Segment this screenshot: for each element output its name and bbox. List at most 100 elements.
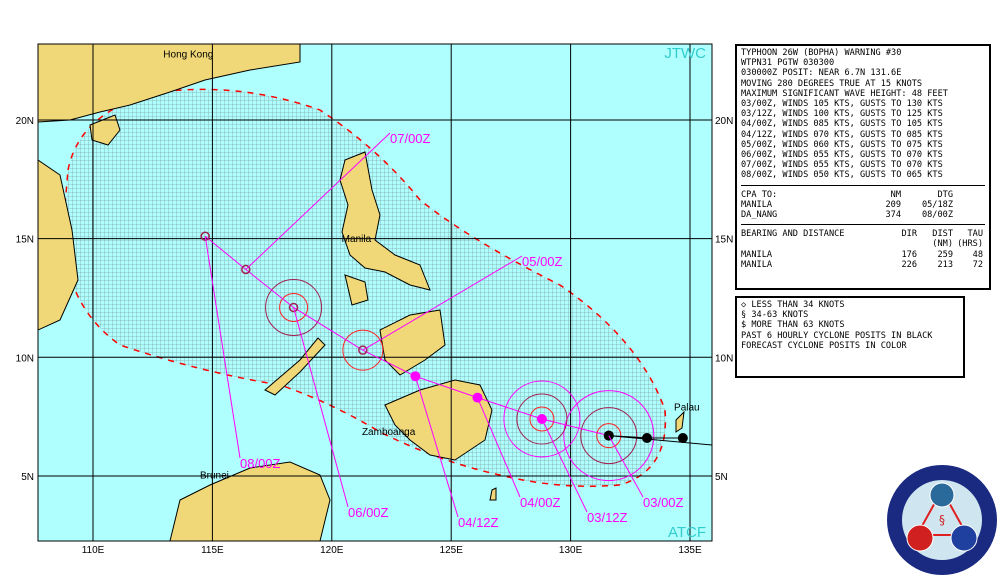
warning-line: 08/00Z, WINDS 050 KTS, GUSTS TO 065 KTS <box>741 170 943 181</box>
borneo <box>169 461 331 541</box>
warning-info-panel: TYPHOON 26W (BOPHA) WARNING #30 WTPN31 PG… <box>735 44 991 290</box>
svg-text:§: § <box>938 513 945 527</box>
place-label: Brunei <box>200 470 229 481</box>
lat-tick-label-right: 15N <box>715 235 733 246</box>
forecast-label-leader <box>362 255 523 351</box>
tropical-storm-icon: § <box>741 310 747 321</box>
luzon <box>339 151 431 291</box>
forecast-time-label: 03/12Z <box>587 510 628 525</box>
forecast-label-leader <box>245 132 391 270</box>
legend-item-storm: § 34-63 KNOTS <box>741 310 959 320</box>
cpa-header: CPA TO: NM DTG <box>741 190 985 200</box>
place-label: Hong Kong <box>163 49 213 60</box>
lat-tick-label-right: 10N <box>715 353 733 364</box>
bearing-row: MANILA 176 259 48 <box>741 250 985 260</box>
legend-item-weak: ◇ LESS THAN 34 KNOTS <box>741 300 959 310</box>
warning-line: MAXIMUM SIGNIFICANT WAVE HEIGHT: 48 FEET <box>741 88 948 99</box>
warning-line: 03/00Z, WINDS 105 KTS, GUSTS TO 130 KTS <box>741 99 943 110</box>
nm-header: NM <box>890 189 901 200</box>
bearing-cell: 213 <box>937 259 953 270</box>
land <box>38 44 685 541</box>
lon-tick-label: 135E <box>678 545 702 556</box>
cpa-cell: 05/18Z <box>921 199 953 210</box>
dtg-header: DTG <box>937 189 953 200</box>
bearing-cell: 72 <box>972 259 983 270</box>
bearing-row: MANILA 226 213 72 <box>741 260 985 270</box>
warning-line: 06/00Z, WINDS 055 KTS, GUSTS TO 070 KTS <box>741 150 943 161</box>
vietnam <box>38 159 79 331</box>
tau-unit: (HRS) <box>957 239 983 250</box>
cpa-cell: MANILA <box>741 199 773 210</box>
lon-tick-label: 125E <box>440 545 464 556</box>
forecast-label-leader <box>541 418 588 513</box>
past-track-line <box>608 435 712 446</box>
lat-tick-label-right: 5N <box>715 472 728 483</box>
legend-note-forecast: FORECAST CYCLONE POSITS IN COLOR <box>741 340 907 351</box>
storm-position-marker <box>358 345 368 355</box>
storm-position-marker <box>288 302 299 313</box>
legend-panel: ◇ LESS THAN 34 KNOTS § 34-63 KNOTS $ MORE … <box>735 296 965 378</box>
forecast-time-label: 06/00Z <box>348 505 389 520</box>
cpa-row: MANILA 209 05/18Z <box>741 200 985 210</box>
palawan <box>264 337 326 396</box>
cpa-row: DA_NANG 374 08/00Z <box>741 210 985 220</box>
forecast-time-label: 08/00Z <box>240 456 281 471</box>
legend-note-past: PAST 6 HOURLY CYCLONE POSITS IN BLACK <box>741 330 933 341</box>
bearing-cell: 226 <box>901 259 917 270</box>
warning-line: 04/12Z, WINDS 070 KTS, GUSTS TO 085 KTS <box>741 129 943 140</box>
warning-line: 07/00Z, WINDS 055 KTS, GUSTS TO 070 KTS <box>741 160 943 171</box>
legend-label: MORE THAN 63 KNOTS <box>751 320 845 331</box>
cpa-cell: 374 <box>885 210 901 221</box>
lat-tick-label: 10N <box>16 353 34 364</box>
typhoon-icon: $ <box>741 320 747 331</box>
forecast-time-label: 03/00Z <box>643 495 684 510</box>
dist-unit: (NM) <box>932 239 953 250</box>
bearing-cell: MANILA <box>741 249 773 260</box>
lat-tick-label-right: 20N <box>715 116 733 127</box>
bearing-cell: MANILA <box>741 259 773 270</box>
forecast-label-leader <box>477 397 521 498</box>
cpa-cell: 209 <box>885 199 901 210</box>
bearing-cell: 176 <box>901 249 917 260</box>
cpa-cell: DA_NANG <box>741 210 778 221</box>
wind-radius-circle <box>279 292 309 322</box>
forecast-time-label: 04/00Z <box>520 495 561 510</box>
wind-radius-circle <box>516 393 568 445</box>
warning-line: TYPHOON 26W (BOPHA) WARNING #30 <box>741 48 902 58</box>
lon-tick-label: 115E <box>201 545 224 556</box>
lon-tick-label: 130E <box>559 545 583 556</box>
storm-position-marker <box>200 231 210 242</box>
lat-tick-label: 20N <box>16 116 34 127</box>
forecast-time-label: 04/12Z <box>458 515 499 530</box>
wind-radius-circle <box>503 380 581 458</box>
atcf-brand: ATCF <box>668 524 706 541</box>
legend-label: LESS THAN 34 KNOTS <box>751 300 845 310</box>
forecast-label-leader <box>414 376 459 518</box>
storm-position-marker <box>241 264 251 275</box>
forecast-label-leader <box>293 307 349 508</box>
place-label: Manila <box>342 234 372 245</box>
forecast-time-label: 05/00Z <box>522 254 563 269</box>
wind-radius-circle <box>342 329 384 371</box>
cpa-cell: 08/00Z <box>921 210 953 221</box>
forecast-track-line <box>204 235 609 437</box>
cpa-label: CPA TO: <box>741 189 778 200</box>
warning-line: MOVING 280 DEGREES TRUE AT 15 KNOTS <box>741 78 923 89</box>
place-label: Zamboanga <box>362 427 416 438</box>
bearing-subheader: (NM) (HRS) <box>741 239 985 249</box>
forecast-time-label: 07/00Z <box>390 131 431 146</box>
dir-header: DIR <box>901 229 917 240</box>
past-position-marker <box>677 432 688 443</box>
forecast-label-leader <box>608 435 644 498</box>
hainan <box>89 114 121 146</box>
china-coast <box>38 44 301 123</box>
past-position-marker <box>642 432 653 443</box>
warning-line: 030000Z POSIT: NEAR 6.7N 131.6E <box>741 68 902 79</box>
wind-radius-circle <box>265 278 323 336</box>
wind-radius-circle <box>580 407 638 465</box>
warning-line: 05/00Z, WINDS 060 KTS, GUSTS TO 075 KTS <box>741 139 943 150</box>
lat-tick-label: 15N <box>16 235 34 246</box>
lon-tick-label: 110E <box>82 545 105 556</box>
warning-line: WTPN31 PGTW 030300 <box>741 58 835 69</box>
